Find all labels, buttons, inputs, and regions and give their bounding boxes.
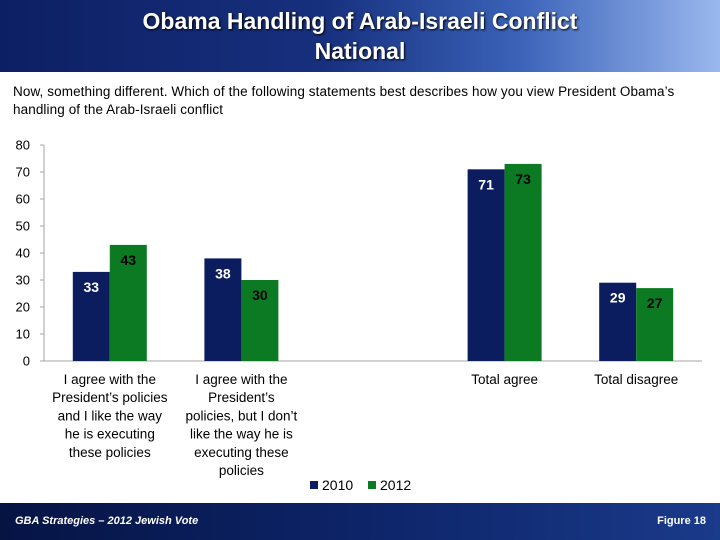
page-title: Obama Handling of Arab-Israeli Conflict bbox=[142, 8, 578, 34]
y-tick-label: 10 bbox=[16, 327, 30, 342]
bar-2012 bbox=[241, 280, 279, 361]
legend-label: 2010 bbox=[322, 477, 353, 493]
x-category-label-line: and I like the way bbox=[58, 408, 163, 423]
figure-number: Figure 18 bbox=[657, 515, 706, 527]
x-category-label-line: I agree with the bbox=[195, 372, 287, 387]
x-category-label-line: Total agree bbox=[471, 372, 538, 387]
y-tick-label: 50 bbox=[16, 219, 30, 234]
x-category-label-line: policies bbox=[219, 463, 264, 478]
bar-value-label: 29 bbox=[610, 290, 626, 306]
x-category-label-line: I agree with the bbox=[64, 372, 156, 387]
category-labels: I agree with the President’s policies and … bbox=[52, 372, 678, 478]
bar-value-label: 33 bbox=[84, 279, 100, 295]
y-tick-label: 40 bbox=[16, 246, 30, 261]
y-tick-label: 80 bbox=[16, 138, 30, 153]
footer-source: GBA Strategies – 2012 Jewish Vote bbox=[15, 515, 199, 527]
y-axis-ticks: 0 10 20 30 40 50 60 70 80 bbox=[16, 138, 44, 369]
x-category-label-line: policies, but I don’t bbox=[185, 408, 297, 423]
bar-value-label: 30 bbox=[252, 287, 268, 303]
x-category-label: Total disagree bbox=[594, 372, 678, 387]
legend-swatch-2010 bbox=[310, 481, 318, 489]
bar-value-label: 71 bbox=[478, 176, 494, 192]
bar-value-label: 27 bbox=[647, 295, 663, 311]
x-category-label: I agree with the President’s policies, but… bbox=[185, 372, 297, 478]
x-category-label-line: these policies bbox=[69, 445, 151, 460]
x-category-label: Total agree bbox=[471, 372, 538, 387]
x-category-label: I agree with the President’s policies and … bbox=[52, 372, 168, 460]
title-band: Obama Handling of Arab-Israeli Conflict … bbox=[0, 0, 720, 72]
bar-2010 bbox=[204, 258, 242, 361]
legend-swatch-2012 bbox=[368, 481, 376, 489]
bar-value-label: 38 bbox=[215, 265, 231, 281]
bar-2012 bbox=[109, 244, 147, 361]
y-tick-label: 30 bbox=[16, 273, 30, 288]
y-tick-label: 20 bbox=[16, 300, 30, 315]
x-category-label-line: executing these bbox=[194, 445, 289, 460]
y-tick-label: 0 bbox=[23, 354, 30, 369]
bar-2012 bbox=[636, 288, 674, 361]
bar-2010 bbox=[599, 282, 637, 361]
bar-2012 bbox=[504, 163, 542, 361]
bar-value-label: 73 bbox=[515, 171, 531, 187]
y-tick-label: 60 bbox=[16, 192, 30, 207]
x-category-label-line: President’s policies bbox=[52, 390, 168, 405]
bar-2010 bbox=[72, 271, 110, 361]
bar-value-label: 43 bbox=[121, 252, 137, 268]
chart-bars: 33 38 71 29 43 30 73 27 bbox=[72, 163, 674, 361]
bar-2010 bbox=[467, 169, 505, 361]
page-subtitle: National bbox=[314, 38, 406, 64]
legend-label: 2012 bbox=[380, 477, 411, 493]
bar-chart: 0 10 20 30 40 50 60 70 80 33 38 71 29 43 30 73 27 I agr… bbox=[16, 138, 702, 493]
footer-bar: GBA Strategies – 2012 Jewish Vote Figure… bbox=[0, 503, 720, 540]
survey-question: Now, something different. Which of the f… bbox=[13, 84, 675, 117]
x-category-label-line: President’s bbox=[208, 390, 275, 405]
x-category-label-line: Total disagree bbox=[594, 372, 678, 387]
chart-legend: 2010 2012 bbox=[310, 477, 411, 493]
x-category-label-line: like the way he is bbox=[190, 427, 293, 442]
x-category-label-line: he is executing bbox=[65, 427, 155, 442]
y-tick-label: 70 bbox=[16, 165, 30, 180]
